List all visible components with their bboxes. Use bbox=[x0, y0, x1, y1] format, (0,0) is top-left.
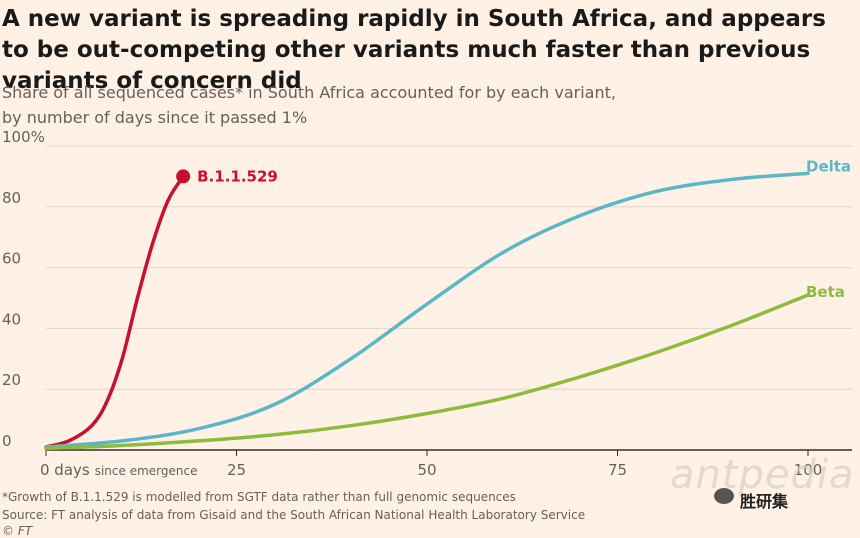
subtitle-line-1: Share of all sequenced cases* in South A… bbox=[2, 83, 616, 102]
y-axis-ticks: 0 20 40 60 80 100% bbox=[2, 130, 45, 450]
series-line-b-1-1-529 bbox=[44, 174, 185, 449]
x-axis-ticks: 0 days since emergence 25 50 75 100 bbox=[40, 450, 822, 479]
chart-title: A new variant is spreading rapidly in So… bbox=[2, 6, 826, 94]
series-label-b-1-1-529: B.1.1.529 bbox=[197, 167, 278, 185]
y-tick-label-20: 20 bbox=[2, 371, 21, 389]
y-tick-label-80: 80 bbox=[2, 189, 21, 207]
series-label-beta: Beta bbox=[806, 283, 845, 301]
chart-subtitle: Share of all sequenced cases* in South A… bbox=[2, 80, 702, 130]
credit: © FT bbox=[2, 524, 33, 538]
subtitle-line-2: by number of days since it passed 1% bbox=[2, 108, 308, 127]
x-tick-label-0: 0 days since emergence bbox=[40, 461, 197, 479]
x-tick-label-25: 25 bbox=[227, 461, 246, 479]
y-tick-label-40: 40 bbox=[2, 310, 21, 328]
x-tick-label-100: 100 bbox=[794, 461, 823, 479]
x-tick-label-50: 50 bbox=[417, 461, 436, 479]
x-axis-suffix: since emergence bbox=[95, 464, 198, 478]
series-line-delta bbox=[44, 171, 810, 449]
series-end-marker-b-1-1-529 bbox=[176, 169, 191, 184]
y-tick-label-100: 100% bbox=[2, 130, 45, 146]
series-lines bbox=[44, 169, 810, 451]
series-label-delta: Delta bbox=[806, 157, 851, 175]
brand-label: 胜研集 bbox=[740, 492, 789, 511]
watermark: antpedia bbox=[670, 452, 855, 498]
footnote: *Growth of B.1.1.529 is modelled from SG… bbox=[2, 490, 516, 504]
source-note: Source: FT analysis of data from Gisaid … bbox=[2, 508, 586, 522]
wechat-icon bbox=[714, 488, 734, 504]
gridlines bbox=[46, 145, 852, 451]
x-tick-label-75: 75 bbox=[608, 461, 627, 479]
y-tick-label-60: 60 bbox=[2, 250, 21, 268]
series-labels: B.1.1.529 Delta Beta bbox=[197, 157, 851, 301]
y-tick-label-0: 0 bbox=[2, 432, 12, 450]
line-chart: 0 20 40 60 80 100% 0 days since emergence 25 50 7… bbox=[2, 130, 852, 479]
series-line-beta bbox=[44, 293, 810, 451]
